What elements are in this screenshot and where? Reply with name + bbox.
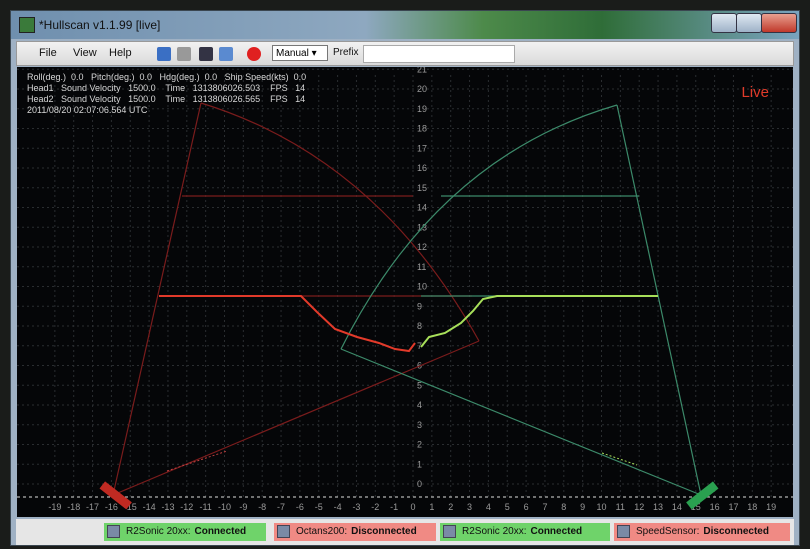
y-axis-label: 18: [417, 124, 427, 134]
x-axis-label: -16: [105, 502, 118, 512]
y-axis-label: 8: [417, 321, 422, 331]
app-icon: [19, 17, 35, 33]
x-axis-label: 8: [561, 502, 566, 512]
info-line: 2011/08/20 02:07:06.564 UTC: [27, 105, 148, 115]
y-axis-label: 4: [417, 400, 422, 410]
x-axis-label: -18: [67, 502, 80, 512]
x-axis-label: -9: [239, 502, 247, 512]
y-axis-label: 20: [417, 84, 427, 94]
x-axis-label: 9: [580, 502, 585, 512]
device-state: Connected: [530, 526, 582, 537]
y-axis-label: 3: [417, 420, 422, 430]
x-axis-label: -17: [86, 502, 99, 512]
device-state: Disconnected: [703, 526, 769, 537]
x-axis-label: -6: [296, 502, 304, 512]
y-axis-label: 16: [417, 163, 427, 173]
info-line: Roll(deg.) 0.0 Pitch(deg.) 0.0 Hdg(deg.)…: [27, 72, 306, 82]
x-axis-label: -3: [352, 502, 360, 512]
toolbar-button[interactable]: [157, 47, 171, 61]
device-name: SpeedSensor:: [636, 526, 699, 537]
live-indicator: Live: [741, 84, 769, 101]
x-axis-label: 10: [596, 502, 606, 512]
x-axis-label: 19: [766, 502, 776, 512]
device-icon: [277, 525, 290, 538]
y-axis-label: 19: [417, 104, 427, 114]
prefix-input[interactable]: [363, 45, 515, 63]
x-axis-label: -14: [143, 502, 156, 512]
x-axis-label: 12: [634, 502, 644, 512]
device-status: R2Sonic 20xx: Connected: [104, 523, 266, 541]
mode-select[interactable]: Manual ▾: [272, 45, 328, 61]
x-axis-label: 6: [524, 502, 529, 512]
x-axis-label: 17: [728, 502, 738, 512]
app-window: *Hullscan v1.1.99 [live] File View Help …: [10, 10, 800, 546]
device-state: Disconnected: [351, 526, 417, 537]
y-axis-label: 10: [417, 282, 427, 292]
device-state: Connected: [194, 526, 246, 537]
x-axis-label: 16: [710, 502, 720, 512]
x-axis-label: 18: [747, 502, 757, 512]
status-bar: R2Sonic 20xx: Connected Octans200: Disconn…: [16, 519, 794, 545]
x-axis-label: -4: [334, 502, 342, 512]
x-axis-label: 4: [486, 502, 491, 512]
y-axis-label: 14: [417, 203, 427, 213]
x-axis-label: -13: [161, 502, 174, 512]
x-axis-label: -10: [218, 502, 231, 512]
sonar-display: -19 -18 -17 -16 -1 5 -14 -13 -12 -11 -10 -9 -8 -7 -6 -5…: [17, 67, 793, 517]
menu-item[interactable]: File: [39, 47, 57, 59]
x-axis-label: 7: [542, 502, 547, 512]
y-axis-label: 2: [417, 440, 422, 450]
device-status: Octans200: Disconnected: [274, 523, 436, 541]
x-axis-label: 0: [410, 502, 415, 512]
y-axis-label: 0: [417, 479, 422, 489]
info-line: Head1 Sound Velocity 1500.0 Time 1313806…: [27, 83, 305, 93]
x-axis-label: 11: [616, 502, 625, 512]
x-axis-label: -8: [258, 502, 266, 512]
record-button[interactable]: [247, 47, 261, 61]
y-axis-label: 9: [417, 301, 422, 311]
device-icon: [107, 525, 120, 538]
x-axis-label: 13: [653, 502, 663, 512]
toolbar-button[interactable]: [177, 47, 191, 61]
x-axis-label: -2: [371, 502, 379, 512]
x-axis-label: -1: [390, 502, 398, 512]
mode-value: Manual: [276, 48, 309, 59]
toolbar-button[interactable]: [199, 47, 213, 61]
x-axis-label: -12: [180, 502, 193, 512]
device-name: R2Sonic 20xx:: [462, 526, 526, 537]
y-axis-label: 1: [417, 459, 422, 469]
x-axis-label: -11: [199, 502, 211, 512]
x-axis-label: 1: [429, 502, 434, 512]
minimize-button[interactable]: [711, 13, 737, 33]
title-bar: *Hullscan v1.1.99 [live]: [11, 11, 799, 39]
y-axis-label: 11: [417, 262, 426, 272]
close-button[interactable]: [761, 13, 797, 33]
device-name: R2Sonic 20xx:: [126, 526, 190, 537]
page: {"window": {"title": "*Hullscan v1.1.99 …: [0, 0, 810, 549]
info-line: Head2 Sound Velocity 1500.0 Time 1313806…: [27, 94, 305, 104]
x-axis-label: 2: [448, 502, 453, 512]
device-icon: [617, 525, 630, 538]
x-axis-label: 5: [505, 502, 510, 512]
x-axis-label: 14: [672, 502, 682, 512]
y-axis-label: 17: [417, 143, 427, 153]
toolbar: File View Help Manual ▾ Prefix: [16, 41, 794, 66]
y-axis-label: 15: [417, 183, 427, 193]
window-title: *Hullscan v1.1.99 [live]: [39, 18, 160, 32]
device-icon: [443, 525, 456, 538]
y-axis-label: 21: [417, 67, 427, 74]
menu-item[interactable]: View: [73, 47, 97, 59]
maximize-button[interactable]: [736, 13, 762, 33]
x-axis-label: -7: [277, 502, 285, 512]
x-axis-label: -5: [315, 502, 323, 512]
device-status: R2Sonic 20xx: Connected: [440, 523, 610, 541]
toolbar-button[interactable]: [219, 47, 233, 61]
menu-item[interactable]: Help: [109, 47, 132, 59]
prefix-label: Prefix: [333, 47, 359, 58]
x-axis-label: 3: [467, 502, 472, 512]
device-status: SpeedSensor: Disconnected: [614, 523, 790, 541]
x-axis-label: -19: [48, 502, 61, 512]
device-name: Octans200:: [296, 526, 347, 537]
